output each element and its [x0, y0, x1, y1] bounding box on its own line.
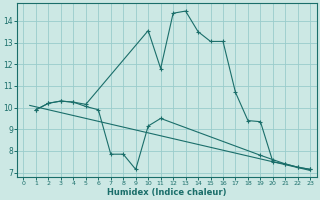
X-axis label: Humidex (Indice chaleur): Humidex (Indice chaleur) — [107, 188, 227, 197]
